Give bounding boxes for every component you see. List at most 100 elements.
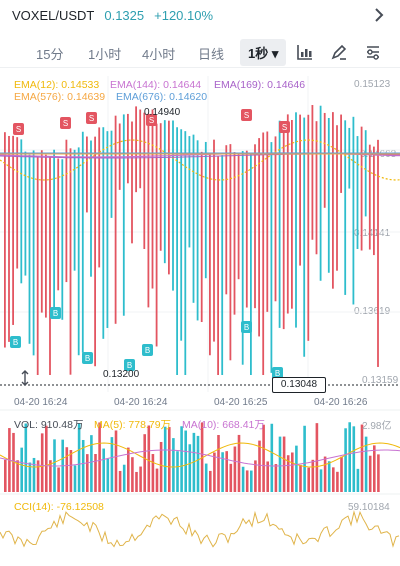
- bar-chart-icon[interactable]: [296, 43, 314, 61]
- candle: [20, 139, 23, 284]
- tab-4h[interactable]: 4小时: [142, 47, 176, 62]
- volume-bar: [241, 466, 245, 492]
- signal-badge-letter: S: [244, 111, 249, 120]
- candle: [348, 127, 351, 189]
- volume-legend: VOL: 910.48万: [14, 419, 84, 431]
- volume-bar: [221, 452, 224, 492]
- volume-bar: [352, 426, 356, 492]
- candle: [98, 127, 101, 268]
- volume-bar: [180, 426, 183, 492]
- tab-15m[interactable]: 15分: [36, 47, 64, 62]
- signal-badge-letter: S: [149, 116, 154, 125]
- volume-ma-lines: [0, 442, 400, 468]
- high-price-marker: 0.14940: [144, 107, 181, 118]
- volume-bar: [118, 470, 122, 492]
- signal-badge-bg: [241, 321, 252, 333]
- indicator-settings-icon[interactable]: [364, 43, 382, 61]
- tab-1s[interactable]: 1秒 ▾: [240, 39, 287, 66]
- signal-badge-bg: [279, 121, 290, 133]
- tab-1d[interactable]: 日线: [198, 47, 225, 62]
- candle: [8, 135, 10, 342]
- candle: [57, 158, 60, 291]
- candle: [73, 149, 76, 271]
- candle: [221, 155, 224, 375]
- sell-signal-badge: S: [86, 112, 97, 124]
- chevron-right-icon[interactable]: [372, 7, 386, 23]
- signal-badge-letter: B: [127, 361, 132, 370]
- candle: [16, 137, 19, 269]
- buy-signal-badge: B: [50, 307, 61, 319]
- volume-bar: [307, 467, 310, 492]
- signal-badge-bg: [124, 359, 135, 371]
- price-axis-label: 0.14141: [354, 228, 391, 239]
- volume-bar: [176, 451, 179, 492]
- buy-signal-badge: B: [241, 321, 252, 333]
- volume-ma5-line: [0, 442, 400, 468]
- draw-tool-icon[interactable]: [330, 43, 348, 61]
- sell-signal-badge: S: [241, 109, 252, 121]
- low-price-marker: 0.13200: [103, 369, 140, 380]
- candle: [192, 134, 195, 303]
- cci-path: [0, 509, 400, 548]
- candle: [188, 136, 191, 248]
- candle: [262, 132, 265, 375]
- candle: [250, 154, 252, 375]
- current-price-box: 0.13048: [272, 377, 326, 393]
- volume-bar: [196, 435, 200, 492]
- ema-lines: [0, 139, 400, 181]
- volume-ma10-legend: MA(10): 668.41万: [182, 419, 265, 431]
- candle: [327, 117, 330, 273]
- cci-max-label: 59.10184: [348, 502, 390, 513]
- current-price-label: 0.13048: [280, 379, 318, 390]
- candle: [135, 106, 137, 193]
- candle: [291, 119, 293, 309]
- volume-bar: [266, 461, 269, 492]
- candle: [69, 148, 72, 375]
- volume-bar: [323, 456, 327, 492]
- volume-bar: [340, 456, 343, 492]
- candle: [24, 151, 27, 276]
- signal-badge-bg: [146, 114, 157, 126]
- candle: [299, 114, 301, 266]
- candle: [352, 116, 355, 305]
- candle: [12, 135, 14, 325]
- volume-bar: [262, 424, 265, 492]
- signal-badge-letter: B: [13, 338, 18, 347]
- signal-badge-letter: S: [16, 125, 21, 134]
- buy-signal-badge: B: [142, 344, 153, 356]
- volume-bar: [188, 444, 192, 492]
- volume-bar: [98, 422, 101, 492]
- volume-bar: [143, 434, 146, 492]
- candle: [217, 156, 219, 375]
- candle: [94, 136, 96, 367]
- candle: [180, 129, 183, 341]
- volume-bars: [4, 422, 380, 492]
- candles: [4, 105, 379, 375]
- signal-badge-bg: [60, 117, 71, 129]
- volume-bar: [315, 423, 319, 492]
- volume-bar: [332, 467, 335, 492]
- candle: [106, 131, 109, 328]
- candle: [278, 120, 281, 328]
- candle: [209, 153, 211, 356]
- volume-bar: [209, 470, 212, 492]
- candle: [233, 152, 236, 315]
- volume-bar: [127, 447, 130, 492]
- candle: [159, 123, 162, 251]
- candle: [311, 105, 314, 240]
- candle: [245, 150, 248, 308]
- buy-signal-badge: B: [10, 336, 21, 348]
- signal-badge-bg: [86, 112, 97, 124]
- candle: [364, 130, 367, 217]
- volume-bar: [139, 466, 142, 492]
- ema676-legend: EMA(676): 0.14620: [116, 91, 208, 103]
- crosshair-toggle-icon[interactable]: [14, 369, 36, 387]
- tab-1h[interactable]: 1小时: [88, 47, 122, 62]
- pair-name[interactable]: VOXEL/USDT: [12, 7, 95, 23]
- signal-badge-letter: B: [244, 323, 249, 332]
- volume-bar: [77, 423, 81, 492]
- volume-bar: [303, 425, 306, 492]
- signal-badge-letter: S: [89, 114, 94, 123]
- buy-signal-badge: B: [272, 367, 283, 379]
